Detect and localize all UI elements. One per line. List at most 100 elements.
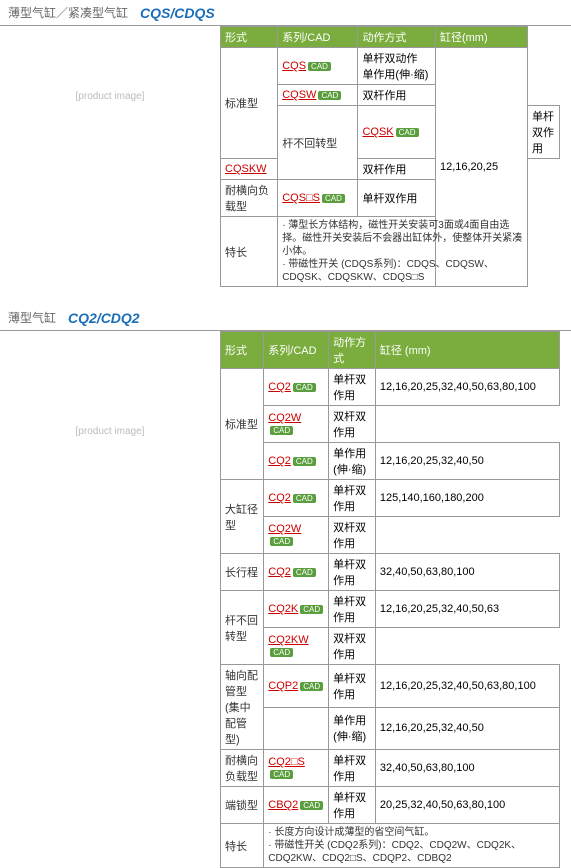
- s1-table: 形式系列/CAD动作方式缸径(mm)标准型CQSCAD单杆双动作 单作用(伸·缩…: [220, 26, 560, 287]
- bore-cell: 20,25,32,40,50,63,80,100: [375, 787, 559, 824]
- cad-badge[interactable]: CAD: [293, 383, 316, 392]
- series-cell: CQ2CAD: [264, 369, 329, 406]
- category-cell: 标准型: [221, 369, 264, 480]
- cad-badge[interactable]: CAD: [396, 128, 419, 137]
- note-label: 特长: [221, 217, 278, 287]
- action-cell: 单杆双作用: [329, 787, 376, 824]
- section2-content: [product image] 形式系列/CAD动作方式缸径 (mm)标准型CQ…: [0, 331, 571, 868]
- action-cell: 双杆双作用: [329, 406, 376, 443]
- action-cell: 单杆双作用: [329, 665, 376, 708]
- cad-badge[interactable]: CAD: [293, 494, 316, 503]
- col-header: 动作方式: [329, 332, 376, 369]
- cad-badge[interactable]: CAD: [308, 62, 331, 71]
- cad-badge[interactable]: CAD: [270, 770, 293, 779]
- col-header: 动作方式: [358, 27, 436, 48]
- series-link[interactable]: CQS: [282, 60, 306, 72]
- series-link[interactable]: CQ2K: [268, 603, 298, 615]
- series-cell: CQ2CAD: [264, 554, 329, 591]
- series-link[interactable]: CQ2KW: [268, 634, 308, 646]
- series-link[interactable]: CQSW: [282, 89, 316, 101]
- series-cell: CQ2□S CAD: [264, 750, 329, 787]
- series-cell: CQSWCAD: [278, 85, 358, 106]
- table-row: 标准型CQSCAD单杆双动作 单作用(伸·缩)12,16,20,25: [221, 48, 560, 85]
- col-header: 形式: [221, 27, 278, 48]
- action-cell: 单杆双作用: [329, 750, 376, 787]
- category-cell: 耐横向负载型: [221, 180, 278, 217]
- action-cell: 双杆作用: [358, 159, 436, 180]
- category-cell: 轴向配管型 (集中配管型): [221, 665, 264, 750]
- table-row: 端锁型CBQ2CAD单杆双作用20,25,32,40,50,63,80,100: [221, 787, 560, 824]
- series-link[interactable]: CQ2W: [268, 523, 301, 535]
- col-header: 缸径 (mm): [375, 332, 559, 369]
- col-header: 系列/CAD: [264, 332, 329, 369]
- action-cell: 单作用(伸·缩): [329, 707, 376, 750]
- bore-cell: 12,16,20,25,32,40,50: [375, 707, 559, 750]
- cad-badge[interactable]: CAD: [322, 194, 345, 203]
- section1-title: 薄型气缸／紧凑型气缸 CQS/CDQS: [0, 0, 571, 26]
- bore-cell: 12,16,20,25,32,40,50,63,80,100: [375, 369, 559, 406]
- action-cell: 双杆作用: [358, 85, 436, 106]
- series-link[interactable]: CQP2: [268, 680, 298, 692]
- cad-badge[interactable]: CAD: [300, 682, 323, 691]
- category-cell: 大缸径型: [221, 480, 264, 554]
- cad-badge[interactable]: CAD: [318, 91, 341, 100]
- series-cell: CBQ2CAD: [264, 787, 329, 824]
- series-link[interactable]: CQ2: [268, 492, 291, 504]
- series-link[interactable]: CQ2: [268, 566, 291, 578]
- table-row: CQ2KW CAD 双杆双作用: [221, 628, 560, 665]
- bore-cell: 12,16,20,25,32,40,50: [375, 443, 559, 480]
- table-row: 大缸径型CQ2CAD单杆双作用125,140,160,180,200: [221, 480, 560, 517]
- series-cell: CQSKW: [221, 159, 278, 180]
- cad-badge[interactable]: CAD: [293, 568, 316, 577]
- cad-badge[interactable]: CAD: [293, 457, 316, 466]
- series-link[interactable]: CQ2□S: [268, 756, 305, 768]
- series-link[interactable]: CQ2W: [268, 412, 301, 424]
- cad-badge[interactable]: CAD: [270, 426, 293, 435]
- series-cell: CQ2W CAD: [264, 406, 329, 443]
- action-cell: 单作用(伸·缩): [329, 443, 376, 480]
- s1-product-image: [product image]: [0, 26, 220, 166]
- col-header: 形式: [221, 332, 264, 369]
- series-cell: CQSCAD: [278, 48, 358, 85]
- series-cell: CQSKCAD: [358, 106, 436, 159]
- s1-cn-title: 薄型气缸／紧凑型气缸: [8, 4, 128, 21]
- table-row: 耐横向负载型 CQ2□S CAD 单杆双作用32,40,50,63,80,100: [221, 750, 560, 787]
- bore-cell: 12,16,20,25,32,40,50,63,80,100: [375, 665, 559, 708]
- series-cell: CQ2CAD: [264, 480, 329, 517]
- series-cell: CQ2KW CAD: [264, 628, 329, 665]
- series-link[interactable]: CQ2: [268, 455, 291, 467]
- series-link[interactable]: CQ2: [268, 381, 291, 393]
- s2-cn-title: 薄型气缸: [8, 309, 56, 326]
- category-cell: 耐横向负载型: [221, 750, 264, 787]
- series-link[interactable]: CBQ2: [268, 799, 298, 811]
- action-cell: 单杆双动作 单作用(伸·缩): [358, 48, 436, 85]
- cad-badge[interactable]: CAD: [270, 537, 293, 546]
- table-row: 单作用(伸·缩)12,16,20,25,32,40,50: [221, 707, 560, 750]
- s2-product-image: [product image]: [0, 331, 220, 531]
- cad-badge[interactable]: CAD: [300, 605, 323, 614]
- series-link[interactable]: CQSKW: [225, 163, 267, 175]
- series-link[interactable]: CQS□S: [282, 192, 320, 204]
- bore-cell: 125,140,160,180,200: [375, 480, 559, 517]
- cad-badge[interactable]: CAD: [300, 801, 323, 810]
- table-row: CQ2CAD 单作用(伸·缩)12,16,20,25,32,40,50: [221, 443, 560, 480]
- s2-table: 形式系列/CAD动作方式缸径 (mm)标准型CQ2CAD单杆双作用12,16,2…: [220, 331, 560, 868]
- series-cell: [264, 707, 329, 750]
- action-cell: 单杆双作用: [329, 554, 376, 591]
- action-cell: 单杆双作用: [329, 369, 376, 406]
- action-cell: 单杆双作用: [528, 106, 560, 159]
- action-cell: 单杆双作用: [329, 591, 376, 628]
- section1-content: [product image] 形式系列/CAD动作方式缸径(mm)标准型CQS…: [0, 26, 571, 287]
- series-cell: CQS□SCAD: [278, 180, 358, 217]
- category-cell: 标准型: [221, 48, 278, 159]
- bore-cell: 32,40,50,63,80,100: [375, 750, 559, 787]
- table-row: 杆不回转型CQ2KCAD单杆双作用12,16,20,25,32,40,50,63: [221, 591, 560, 628]
- series-link[interactable]: CQSK: [362, 126, 393, 138]
- cad-badge[interactable]: CAD: [270, 648, 293, 657]
- note-body: · 薄型长方体结构，磁性开关安装可3面或4面自由选择。磁性开关安装后不会器出缸体…: [278, 217, 528, 287]
- action-cell: 双杆双作用: [329, 628, 376, 665]
- series-cell: CQ2KCAD: [264, 591, 329, 628]
- action-cell: 单杆双作用: [358, 180, 436, 217]
- category-cell: 端锁型: [221, 787, 264, 824]
- bore-cell: 12,16,20,25,32,40,50,63: [375, 591, 559, 628]
